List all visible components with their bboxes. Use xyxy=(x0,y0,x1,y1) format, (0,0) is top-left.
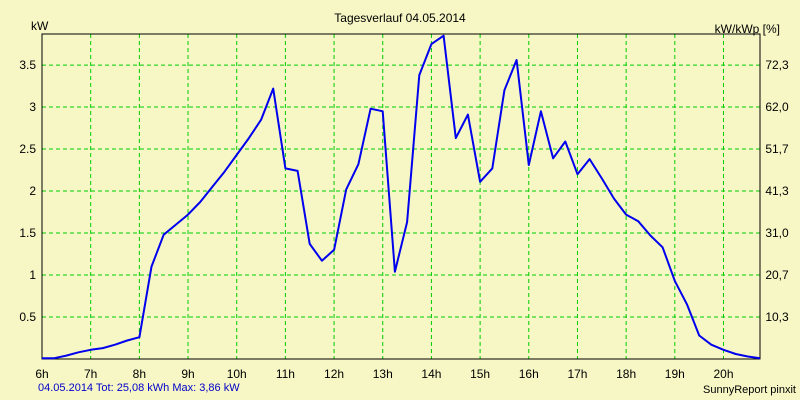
footer-summary: 04.05.2014 Tot: 25,08 kWh Max: 3,86 kW xyxy=(38,382,240,394)
chart-title: Tagesverlauf 04.05.2014 xyxy=(334,11,466,25)
x-tick-label: 20h xyxy=(713,367,733,381)
x-tick-label: 11h xyxy=(276,367,295,381)
y-axis-label-left: kW xyxy=(31,19,49,33)
y-tick-label-right: 51,7 xyxy=(765,142,789,156)
y-tick-label-right: 62,0 xyxy=(765,100,789,114)
y-tick-label-left: 1 xyxy=(29,268,36,282)
x-tick-label: 12h xyxy=(324,367,344,381)
x-tick-label: 17h xyxy=(567,367,587,381)
footer-credit: SunnyReport pinxit xyxy=(703,384,796,396)
series-line xyxy=(42,34,761,360)
x-tick-label: 10h xyxy=(227,367,247,381)
x-tick-label: 7h xyxy=(84,367,97,381)
y-tick-label-right: 10,3 xyxy=(765,310,789,324)
x-tick-label: 16h xyxy=(519,367,539,381)
y-tick-label-left: 2.5 xyxy=(19,142,36,156)
y-tick-label-right: 72,3 xyxy=(765,58,789,72)
y-tick-label-right: 41,3 xyxy=(765,184,789,198)
y-tick-label-left: 1.5 xyxy=(19,226,36,240)
y-tick-label-left: 0.5 xyxy=(19,310,36,324)
x-tick-label: 19h xyxy=(665,367,685,381)
x-tick-label: 13h xyxy=(373,367,393,381)
y-tick-label-right: 31,0 xyxy=(765,226,789,240)
plot-background xyxy=(42,34,760,359)
x-tick-label: 18h xyxy=(616,367,636,381)
y-tick-label-left: 3 xyxy=(29,100,36,114)
x-tick-label: 14h xyxy=(421,367,441,381)
x-tick-label: 8h xyxy=(133,367,146,381)
x-tick-label: 9h xyxy=(181,367,194,381)
y-axis-label-right: kW/kWp [%] xyxy=(714,22,780,36)
x-tick-label: 15h xyxy=(470,367,490,381)
y-tick-label-left: 2 xyxy=(29,184,36,198)
y-tick-label-left: 3.5 xyxy=(19,58,36,72)
x-tick-label: 6h xyxy=(35,367,48,381)
plot-frame xyxy=(41,33,761,360)
y-tick-label-right: 20,7 xyxy=(765,268,789,282)
